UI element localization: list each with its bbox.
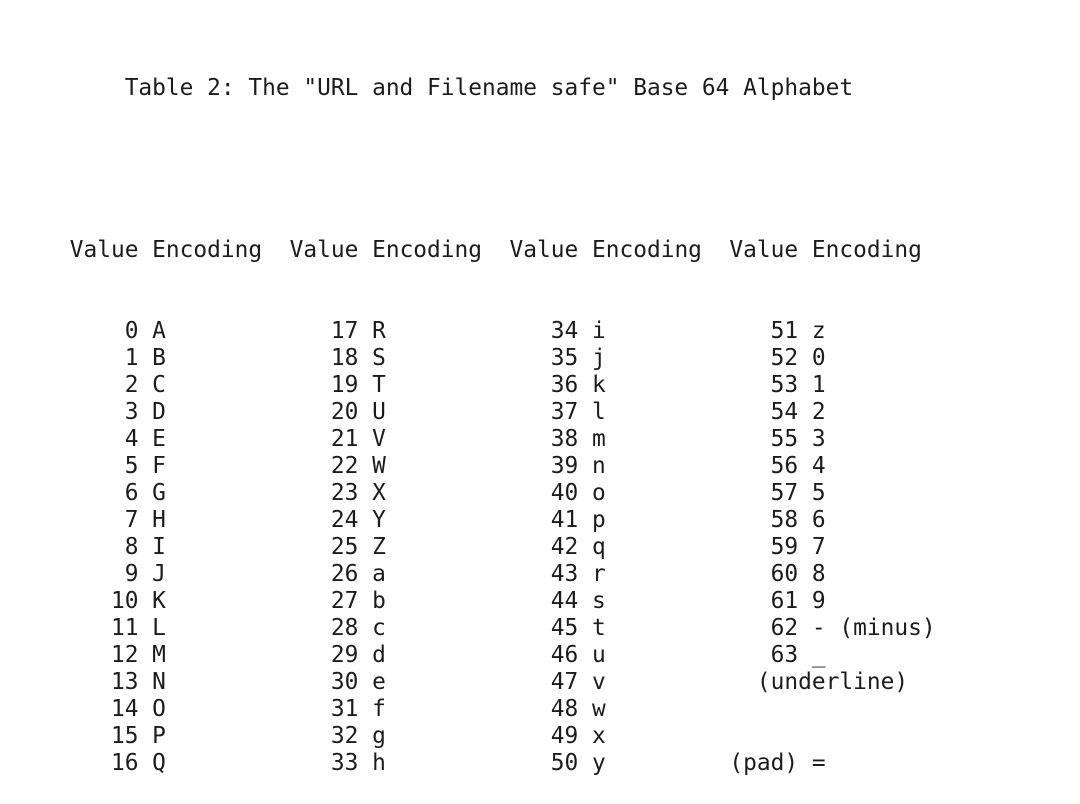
table-row: 9 J 26 a 43 r 60 8 — [1, 561, 826, 587]
table-row: 1 B 18 S 35 j 52 0 — [1, 345, 826, 371]
rfc-base64url-alphabet-document: Table 2: The "URL and Filename safe" Bas… — [1, 21, 936, 804]
table-row: 13 N 30 e 47 v (underline) — [1, 669, 909, 695]
table-row: 0 A 17 R 34 i 51 z — [1, 318, 826, 344]
table-row: 16 Q 33 h 50 y (pad) = — [1, 750, 826, 776]
table-row: 6 G 23 X 40 o 57 5 — [1, 480, 826, 506]
table-title: Table 2: The "URL and Filename safe" Bas… — [124, 75, 854, 101]
table-row: 4 E 21 V 38 m 55 3 — [1, 426, 826, 452]
table-row: 10 K 27 b 44 s 61 9 — [1, 588, 826, 614]
table-row: 14 O 31 f 48 w — [1, 696, 606, 722]
table-body: 0 A 17 R 34 i 51 z 1 B 18 S 35 j 52 0 2 … — [1, 318, 936, 777]
blank-line — [1, 156, 936, 183]
table-row: 5 F 22 W 39 n 56 4 — [1, 453, 826, 479]
table-row: 3 D 20 U 37 l 54 2 — [1, 399, 826, 425]
table-row: 2 C 19 T 36 k 53 1 — [1, 372, 826, 398]
table-row: 15 P 32 g 49 x — [1, 723, 606, 749]
table-row: 8 I 25 Z 42 q 59 7 — [1, 534, 826, 560]
table-row: 7 H 24 Y 41 p 58 6 — [1, 507, 826, 533]
table-row: 12 M 29 d 46 u 63 _ — [1, 642, 826, 668]
table-row: 11 L 28 c 45 t 62 - (minus) — [1, 615, 936, 641]
column-header-row: Value Encoding Value Encoding Value Enco… — [1, 237, 922, 263]
